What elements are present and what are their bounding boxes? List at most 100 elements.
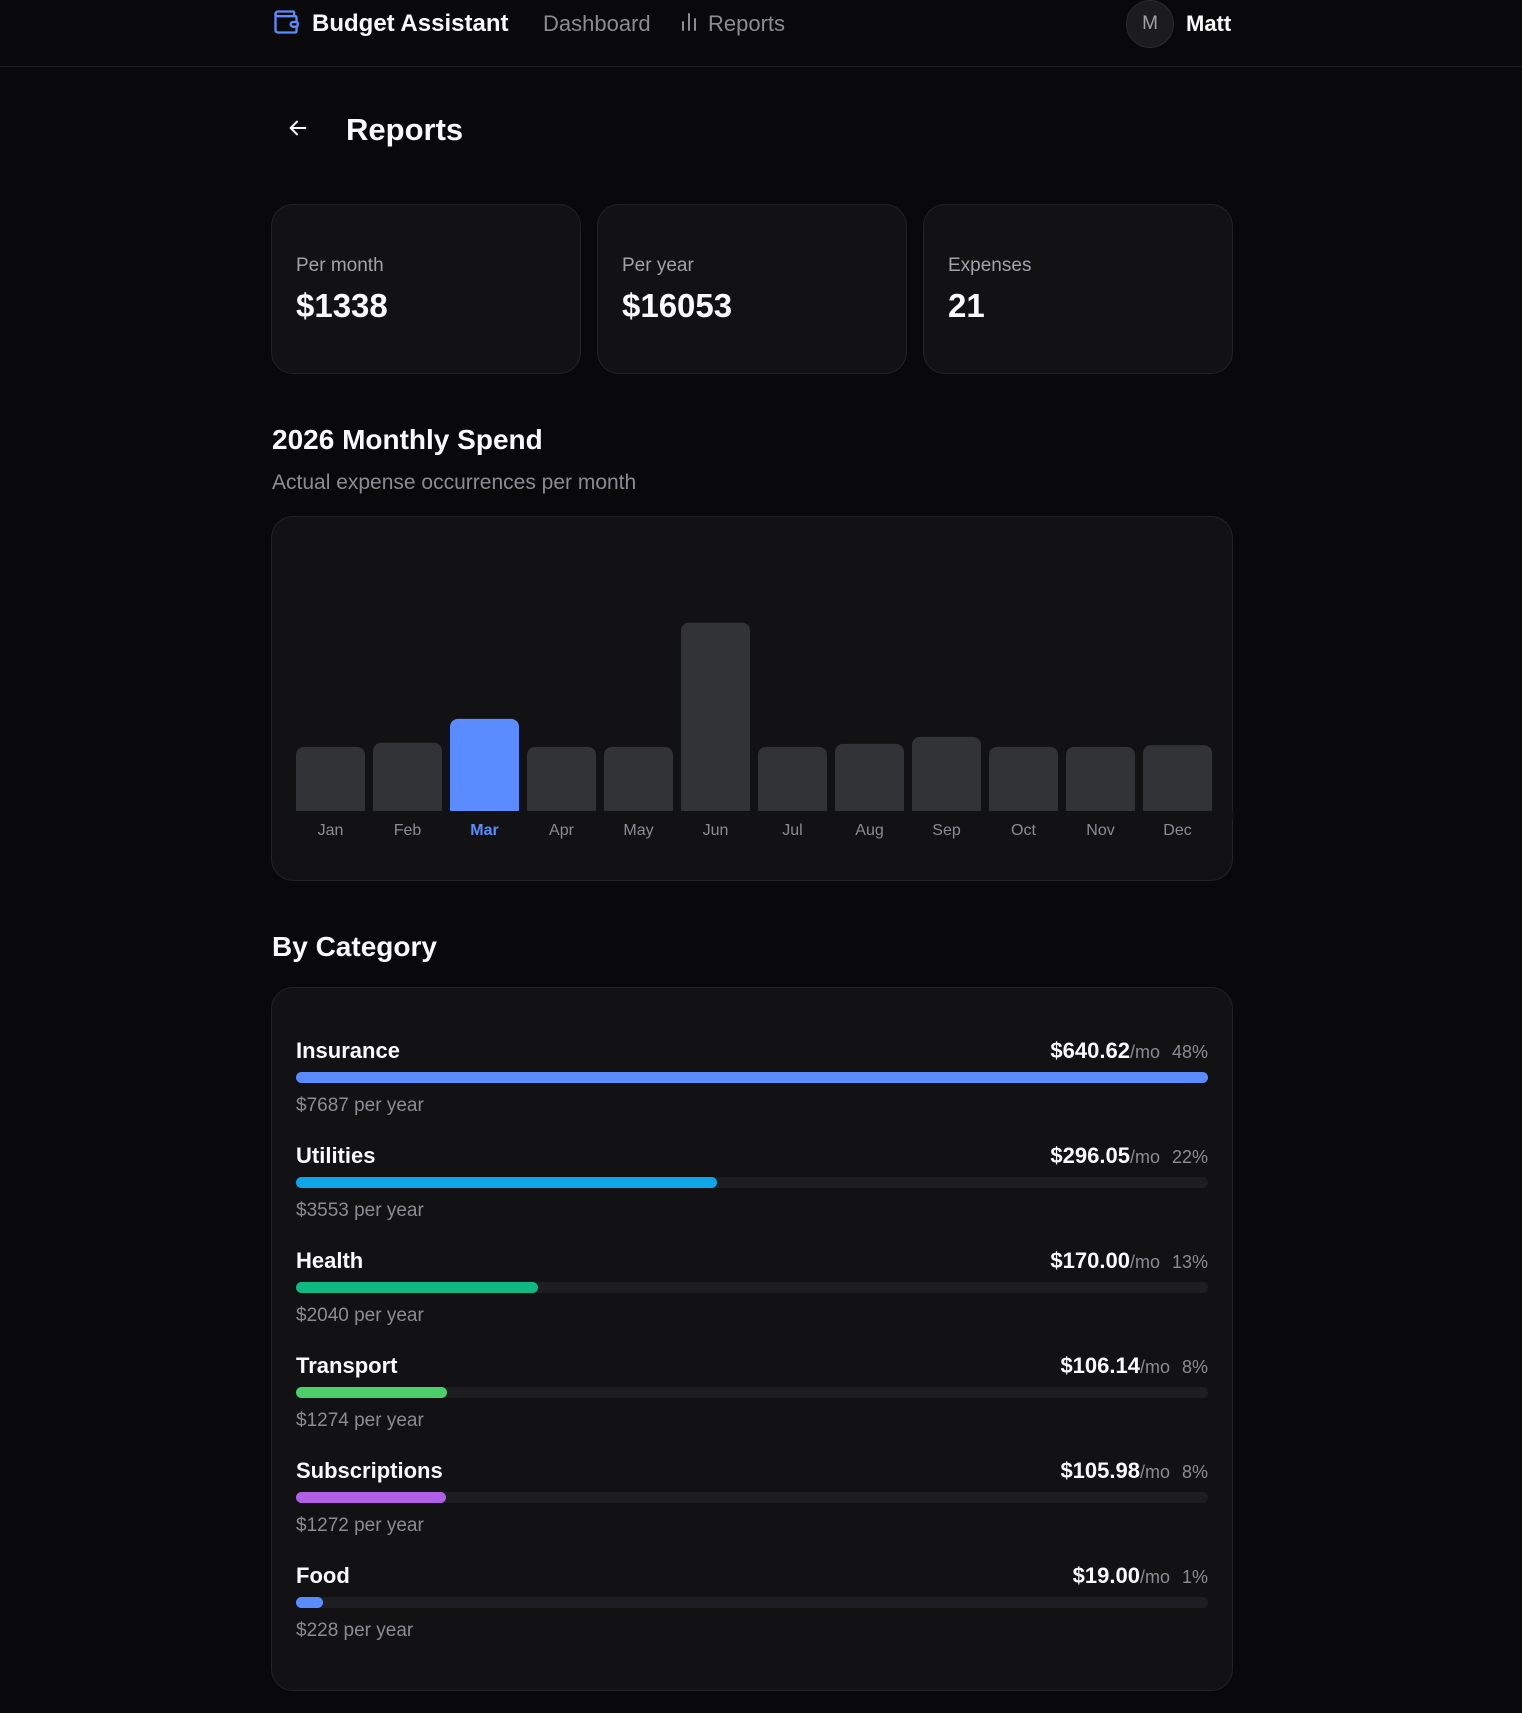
category-monthly-amount: $19.00: [1072, 1563, 1140, 1588]
category-name: Utilities: [296, 1143, 376, 1168]
category-unit: /mo: [1129, 1252, 1160, 1272]
category-row-food[interactable]: Food $19.00/mo 1% $228 per year: [296, 1563, 1208, 1658]
nav-reports-label: Reports: [708, 11, 786, 36]
category-amount-group: $19.00/mo 1%: [1073, 1563, 1208, 1589]
category-amount-group: $296.05/mo 22%: [1050, 1143, 1208, 1169]
stat-label: Per year: [622, 255, 694, 276]
tick-label-jul: Jul: [782, 822, 802, 839]
tick-label-aug: Aug: [855, 822, 883, 839]
user-menu[interactable]: M Matt: [1126, 0, 1231, 48]
bar-chart-icon: [680, 11, 698, 37]
stat-card-per-month: Per month $1338: [271, 204, 581, 374]
nav-reports[interactable]: Reports: [680, 8, 785, 40]
tick-label-sep: Sep: [932, 822, 961, 839]
category-yearly-amount: $7687 per year: [296, 1095, 424, 1116]
category-row-health[interactable]: Health $170.00/mo 13% $2040 per year: [296, 1248, 1208, 1343]
category-percent: 8%: [1181, 1462, 1208, 1482]
category-progress-track: [296, 1597, 1208, 1608]
monthly-spend-chart: Jan Feb Mar Apr May Jun Jul Aug Sep Oct Nov Dec: [271, 516, 1234, 881]
category-monthly-amount: $105.98: [1060, 1458, 1140, 1483]
category-monthly-amount: $106.14: [1060, 1353, 1140, 1378]
top-navigation-bar: Budget Assistant Dashboard Reports M Mat…: [0, 0, 1522, 67]
category-row-transport[interactable]: Transport $106.14/mo 8% $1274 per year: [296, 1353, 1208, 1448]
category-row-subscriptions[interactable]: Subscriptions $105.98/mo 8% $1272 per year: [296, 1458, 1208, 1553]
bar-feb[interactable]: [373, 742, 442, 817]
page-header: Reports: [284, 110, 463, 150]
category-yearly-amount: $228 per year: [296, 1620, 414, 1641]
category-percent: 13%: [1171, 1252, 1208, 1272]
tick-label-jan: Jan: [318, 822, 344, 839]
nav-dashboard-label: Dashboard: [543, 11, 651, 36]
bar-dec[interactable]: [1143, 745, 1212, 817]
bar-jul[interactable]: [758, 746, 827, 817]
bar-chart: Jan Feb Mar Apr May Jun Jul Aug Sep Oct Nov Dec: [272, 622, 1234, 839]
category-name: Health: [296, 1248, 364, 1273]
wallet-icon: [272, 8, 300, 41]
category-unit: /mo: [1139, 1462, 1170, 1482]
bar-nov[interactable]: [1066, 746, 1135, 817]
arrow-left-icon: [287, 117, 309, 144]
category-name: Insurance: [296, 1038, 400, 1063]
category-row-insurance[interactable]: Insurance $640.62/mo 48% $7687 per year: [296, 1038, 1208, 1133]
category-unit: /mo: [1139, 1357, 1170, 1377]
category-yearly-amount: $1272 per year: [296, 1515, 424, 1536]
bar-may[interactable]: [604, 746, 673, 817]
category-progress-fill: [296, 1387, 448, 1398]
category-yearly-amount: $3553 per year: [296, 1200, 424, 1221]
category-amount-group: $106.14/mo 8%: [1060, 1353, 1208, 1379]
category-name: Transport: [296, 1353, 398, 1378]
page-title: Reports: [346, 112, 464, 147]
category-yearly-amount: $1274 per year: [296, 1410, 424, 1431]
category-name: Food: [296, 1563, 350, 1588]
bar-mar[interactable]: [450, 718, 519, 817]
category-percent: 8%: [1181, 1357, 1208, 1377]
monthly-spend-title: 2026 Monthly Spend: [272, 424, 543, 455]
stat-value: $16053: [622, 287, 733, 324]
stat-card-per-year: Per year $16053: [597, 204, 907, 374]
category-amount-group: $640.62/mo 48%: [1050, 1038, 1208, 1064]
category-monthly-amount: $296.05: [1050, 1143, 1130, 1168]
stat-value: $1338: [296, 287, 388, 324]
bar-apr[interactable]: [527, 746, 596, 817]
category-monthly-amount: $640.62: [1050, 1038, 1130, 1063]
category-name: Subscriptions: [296, 1458, 443, 1483]
bar-sep[interactable]: [912, 736, 981, 817]
tick-label-apr: Apr: [549, 822, 575, 839]
category-yearly-amount: $2040 per year: [296, 1305, 424, 1326]
category-progress-fill: [296, 1282, 538, 1293]
by-category-title: By Category: [272, 931, 437, 962]
category-progress-track: [296, 1282, 1208, 1293]
category-progress-track: [296, 1492, 1208, 1503]
category-amount-group: $105.98/mo 8%: [1060, 1458, 1208, 1484]
category-progress-track: [296, 1387, 1208, 1398]
brand-name: Budget Assistant: [312, 10, 509, 37]
category-monthly-amount: $170.00: [1050, 1248, 1130, 1273]
user-name: Matt: [1186, 11, 1232, 36]
tick-label-nov: Nov: [1086, 822, 1114, 839]
bar-jun[interactable]: [681, 622, 750, 817]
category-unit: /mo: [1139, 1567, 1170, 1587]
bar-jan[interactable]: [296, 746, 365, 817]
category-percent: 1%: [1181, 1567, 1208, 1587]
category-unit: /mo: [1129, 1147, 1160, 1167]
back-button[interactable]: [284, 116, 312, 144]
stat-value: 21: [948, 287, 985, 324]
category-list: Insurance $640.62/mo 48% $7687 per year Util…: [271, 987, 1233, 1691]
nav-dashboard[interactable]: Dashboard: [543, 8, 651, 40]
category-unit: /mo: [1129, 1042, 1160, 1062]
category-progress-fill: [296, 1072, 1208, 1083]
category-amount-group: $170.00/mo 13%: [1050, 1248, 1208, 1274]
category-row-utilities[interactable]: Utilities $296.05/mo 22% $3553 per year: [296, 1143, 1208, 1238]
tick-label-oct: Oct: [1011, 822, 1036, 839]
category-percent: 22%: [1171, 1147, 1208, 1167]
tick-label-dec: Dec: [1163, 822, 1191, 839]
bar-oct[interactable]: [989, 746, 1058, 817]
chart-baseline-mask: [272, 811, 1234, 819]
category-percent: 48%: [1171, 1042, 1208, 1062]
category-progress-track: [296, 1072, 1208, 1083]
brand[interactable]: Budget Assistant: [272, 8, 508, 40]
stat-label: Expenses: [948, 255, 1032, 276]
category-progress-fill: [296, 1597, 324, 1608]
tick-label-may: May: [623, 822, 653, 839]
bar-aug[interactable]: [835, 743, 904, 817]
